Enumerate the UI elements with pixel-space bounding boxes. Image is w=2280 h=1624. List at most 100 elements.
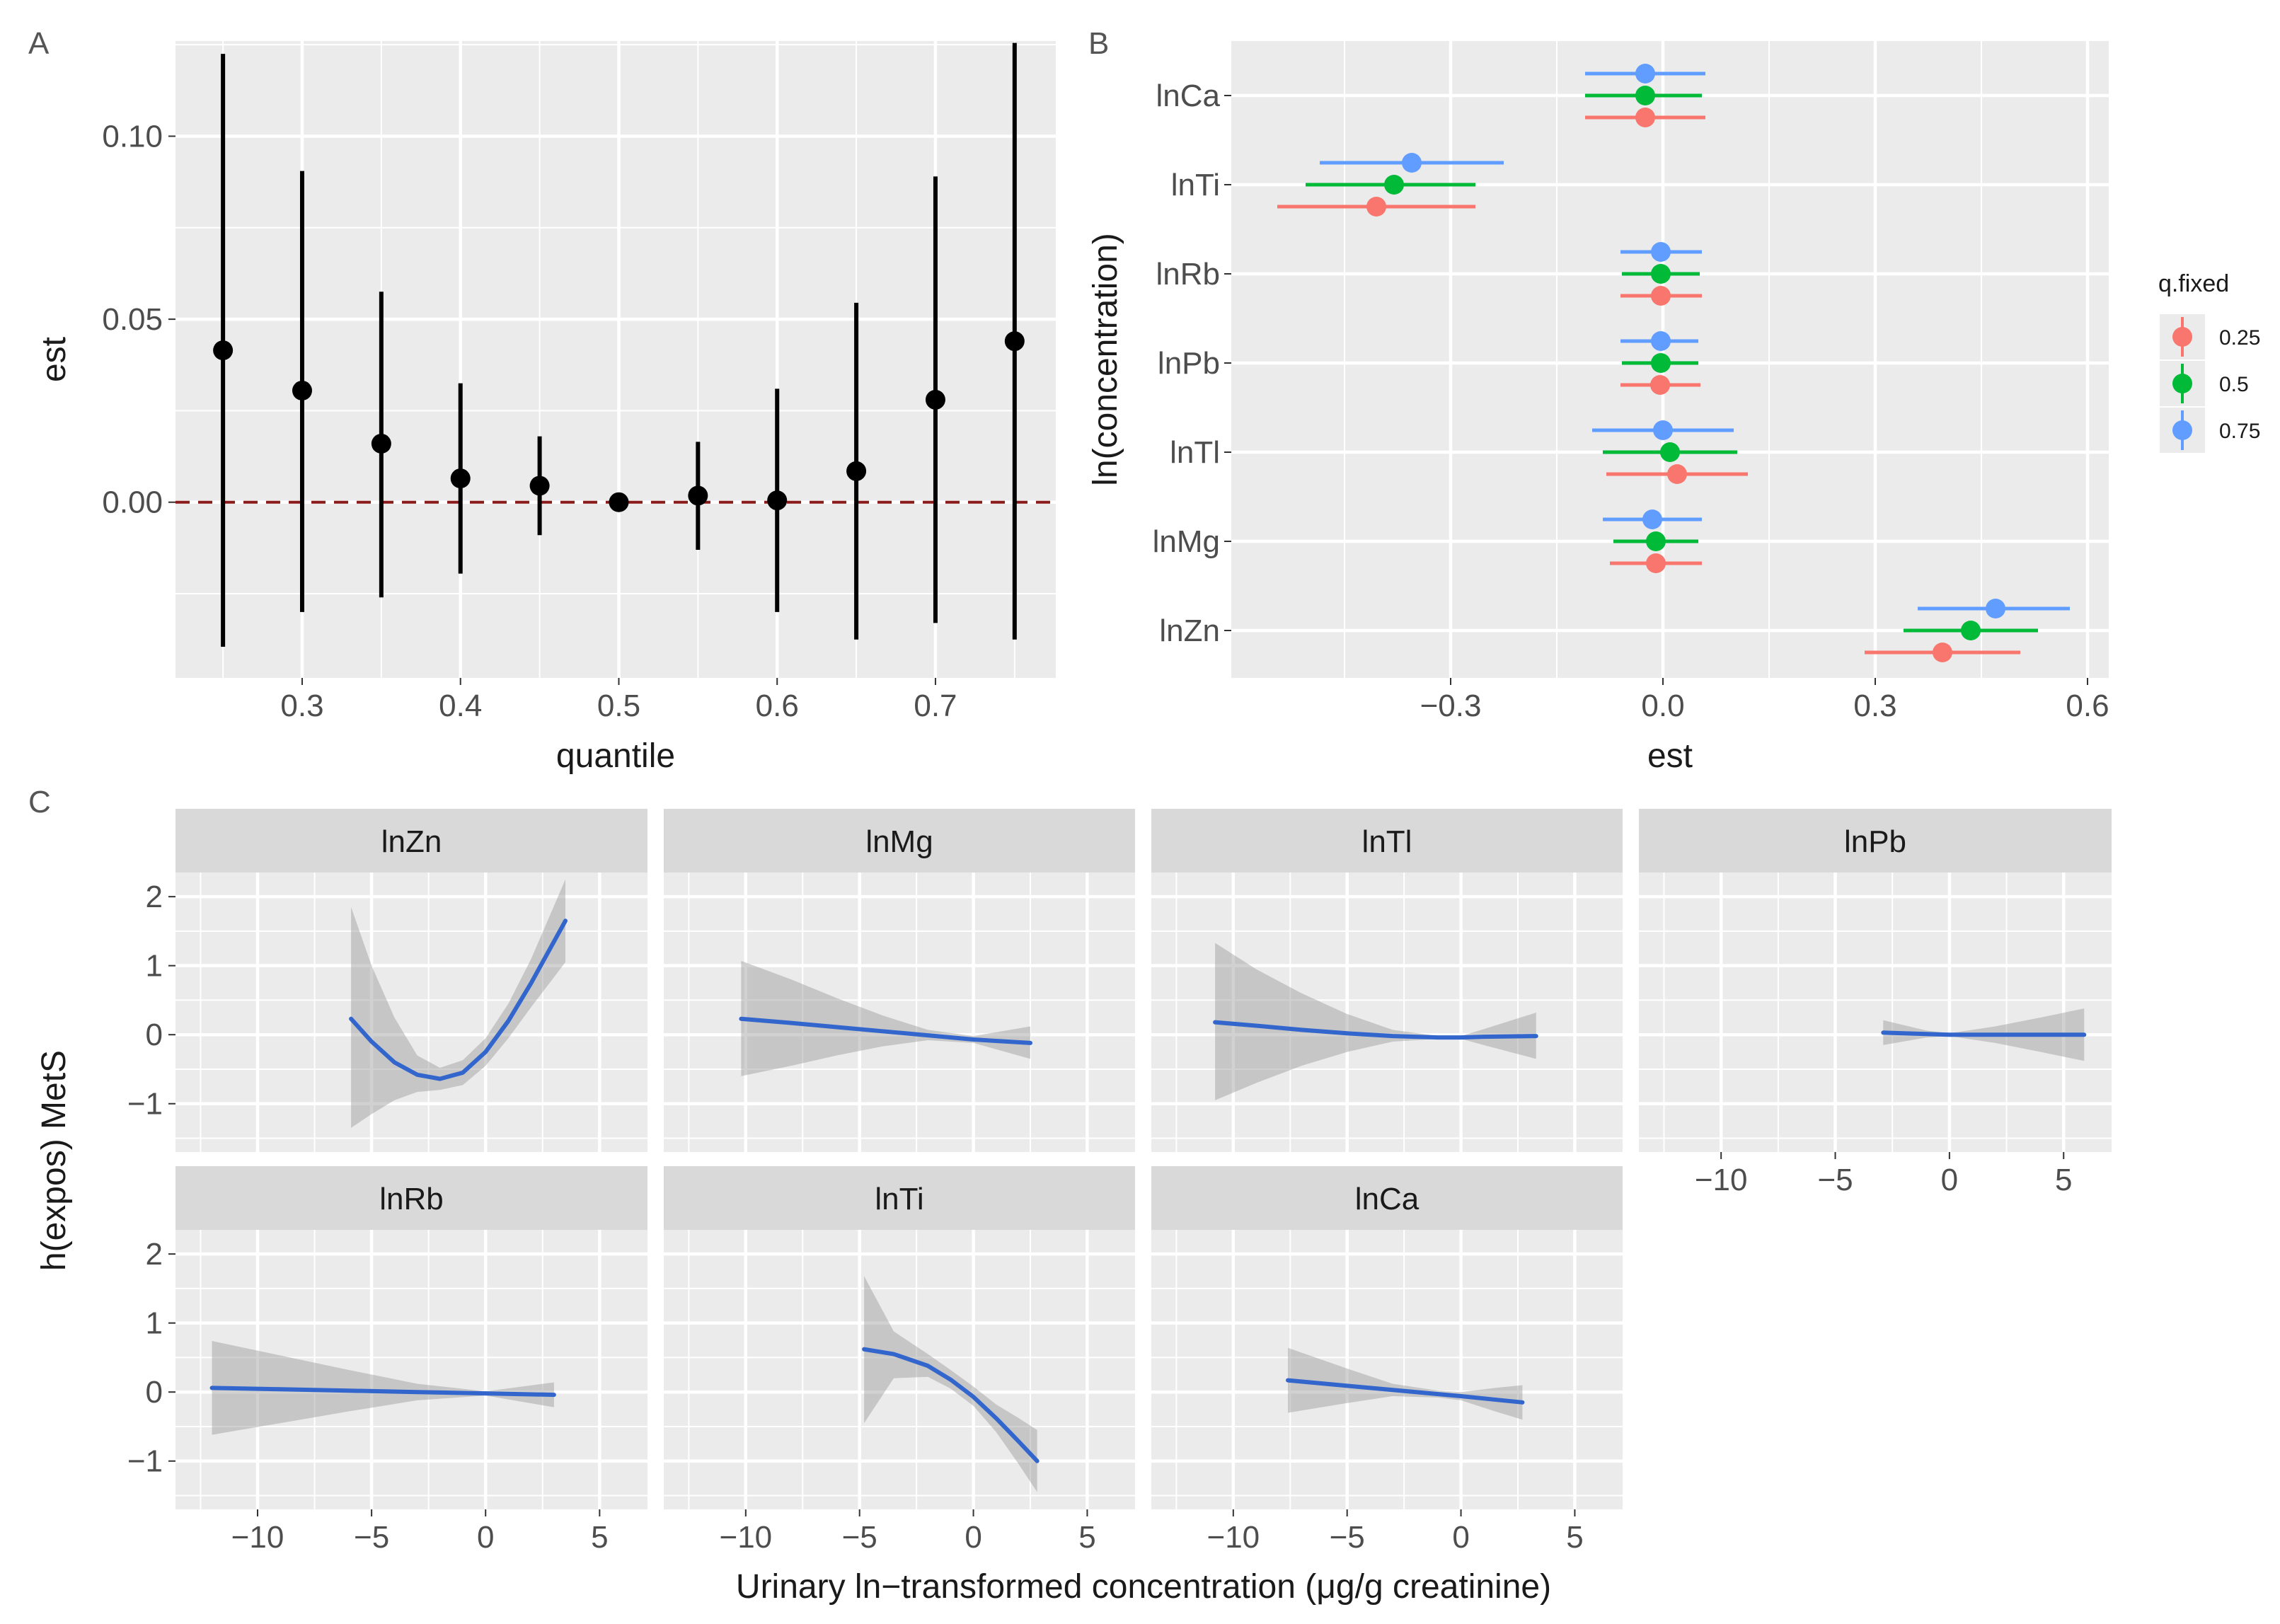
y-axis-title: ln(concentration) [1087, 233, 1124, 486]
x-tick-label: 0.6 [756, 689, 799, 723]
point [1004, 331, 1025, 352]
y-tick-label: −1 [127, 1087, 163, 1122]
y-axis-title: est [35, 337, 73, 382]
facet-strip [664, 1166, 1135, 1230]
facet-strip [664, 809, 1135, 873]
point [767, 490, 788, 511]
x-tick-label: 0 [1452, 1520, 1469, 1555]
panel-c-letter: C [28, 785, 51, 819]
facet-strip [1151, 1166, 1623, 1230]
x-axis-title: est [1647, 737, 1693, 775]
panel-a-letter: A [28, 26, 50, 61]
point [450, 468, 471, 489]
facet-background [175, 873, 647, 1152]
panel-b-letter: B [1088, 26, 1109, 61]
facet-title: lnRb [379, 1182, 444, 1216]
x-tick-label: 5 [1078, 1520, 1095, 1555]
y-tick-label: 0 [146, 1018, 163, 1052]
facet-background [1639, 873, 2112, 1152]
facet-lnMg: lnMg [664, 809, 1135, 1152]
estimate-point [1642, 509, 1662, 529]
x-tick-label: 0.6 [2066, 689, 2109, 723]
chart-b: −0.3 0.0 0.3 0.6 lnCa lnTi lnRb lnPb lnTl lnMg lnZ… [1087, 41, 2260, 775]
estimate-point [1650, 375, 1670, 395]
facet-title: lnMg [865, 824, 933, 859]
facet-background [664, 1230, 1135, 1509]
facet-strip [1639, 809, 2112, 873]
x-tick-label: 0.0 [1641, 689, 1684, 723]
estimate-point [1366, 197, 1386, 217]
legend-title: q.fixed [2158, 270, 2229, 297]
exposure-response-curve [209, 1386, 556, 1398]
category-label: lnTl [1170, 435, 1220, 470]
estimate-point [1651, 264, 1671, 284]
y-tick-label: 1 [146, 1306, 163, 1341]
x-tick-label: 0 [965, 1520, 981, 1555]
facet-background [1151, 873, 1623, 1152]
estimate-point [1961, 621, 1981, 640]
x-tick-label: −5 [842, 1520, 877, 1555]
point [925, 389, 945, 410]
confidence-ribbon [864, 1276, 1037, 1492]
chart-a: 0.3 0.4 0.5 0.6 0.7 0.00 0.05 0.10 quantile est [35, 41, 1056, 775]
y-tick-label: 2 [146, 880, 163, 914]
category-label: lnMg [1153, 524, 1220, 559]
exposure-response-curve [739, 1016, 1032, 1045]
estimate-point [1646, 531, 1666, 551]
x-tick-label: −5 [354, 1520, 389, 1555]
legend-label: 0.75 [2219, 420, 2260, 443]
point [371, 433, 391, 454]
facet-lnZn: lnZn −1 0 1 2 [127, 809, 647, 1152]
legend: q.fixed 0.25 0.5 0.75 [2158, 270, 2260, 453]
estimate-point [1635, 64, 1655, 83]
point [292, 380, 312, 401]
estimate-point [1384, 175, 1404, 195]
x-tick-label: −10 [231, 1520, 284, 1555]
x-tick-label: 0 [1941, 1163, 1958, 1197]
legend-label: 0.5 [2219, 373, 2249, 396]
facet-background [175, 1230, 647, 1509]
estimate-point [1651, 286, 1671, 306]
x-tick-label: 0.5 [597, 689, 640, 723]
facet-title: lnCa [1355, 1182, 1420, 1216]
facet-strip [175, 1166, 647, 1230]
y-tick-label: 0.00 [102, 485, 163, 520]
x-tick-label: 0.3 [280, 689, 323, 723]
x-tick-label: −5 [1817, 1163, 1853, 1197]
estimate-point [1635, 108, 1655, 127]
y-tick-label: 0.10 [102, 119, 163, 154]
x-tick-label: 0.7 [914, 689, 957, 723]
confidence-ribbon [741, 960, 1030, 1076]
facet-background [1151, 1230, 1623, 1509]
x-tick-label: 5 [1566, 1520, 1583, 1555]
exposure-response-curve [1286, 1378, 1525, 1405]
point [688, 485, 708, 506]
legend-key-point [2172, 327, 2192, 347]
estimate-point [1933, 643, 1952, 662]
confidence-ribbon [212, 1341, 554, 1435]
legend-key-point [2172, 420, 2192, 440]
point [529, 476, 550, 496]
estimate-point [1667, 464, 1687, 484]
estimate-point [1651, 331, 1671, 351]
x-tick-label: 5 [591, 1520, 608, 1555]
x-tick-label: 0.4 [439, 689, 482, 723]
point [846, 461, 867, 481]
x-tick-label: −10 [1695, 1163, 1748, 1197]
x-tick-label: −10 [1207, 1520, 1260, 1555]
category-label: lnCa [1156, 79, 1221, 113]
facet-title: lnZn [381, 824, 442, 859]
point [609, 492, 629, 512]
x-axis-title: Urinary ln−transformed concentration (μg… [736, 1568, 1551, 1606]
facet-lnTl: lnTl [1151, 809, 1623, 1152]
category-label: lnPb [1158, 346, 1220, 381]
facet-strip [175, 809, 647, 873]
confidence-ribbon [1215, 943, 1536, 1100]
x-tick-label: −5 [1330, 1520, 1365, 1555]
y-tick-label: 0.05 [102, 302, 163, 337]
estimate-point [1646, 553, 1666, 573]
legend-label: 0.25 [2219, 326, 2260, 350]
facet-strip [1151, 809, 1623, 873]
y-tick-label: −1 [127, 1444, 163, 1479]
